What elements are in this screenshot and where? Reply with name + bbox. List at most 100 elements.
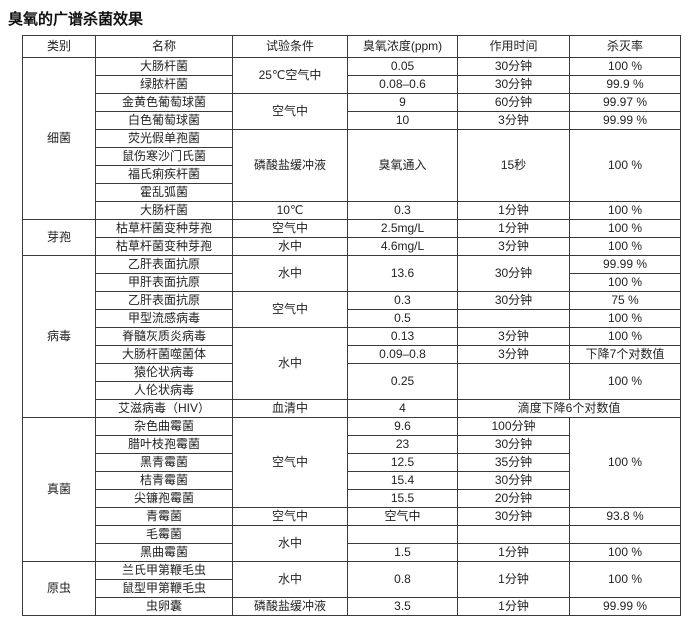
cell: 0.3 xyxy=(347,291,458,310)
cell: 血清中 xyxy=(232,399,348,418)
cell: 水中 xyxy=(232,255,348,292)
cell xyxy=(569,525,681,544)
cell xyxy=(457,525,570,544)
category-cell: 芽孢 xyxy=(22,219,96,256)
cell: 大肠杆菌 xyxy=(95,201,233,220)
cell: 100 % xyxy=(569,417,681,508)
cell: 15.4 xyxy=(347,471,458,490)
cell: 尖镰孢霉菌 xyxy=(95,489,233,508)
table-row: 黑青霉菌 12.5 35分钟 xyxy=(23,453,681,472)
header-row: 类别 名称 试验条件 臭氧浓度(ppm) 作用时间 杀灭率 xyxy=(22,35,681,58)
table-row: 鼠型甲第鞭毛虫 xyxy=(23,579,681,598)
table-row: 大肠杆菌 10℃ 0.3 1分钟 100 % xyxy=(23,201,681,220)
table-row: 白色葡萄球菌 10 3分钟 99.99 % xyxy=(23,111,681,130)
table-row: 真菌 杂色曲霉菌 空气中 9.6 100分钟 100 % xyxy=(22,417,681,562)
cell: 100 % xyxy=(569,327,681,346)
cell: 水中 xyxy=(232,561,348,598)
cell: 1分钟 xyxy=(457,561,570,598)
cell: 绿脓杆菌 xyxy=(95,75,233,94)
cell: 2.5mg/L xyxy=(347,219,458,238)
category-cell: 原虫 xyxy=(22,561,96,616)
cell: 30分钟 xyxy=(457,255,570,292)
cell: 黑曲霉菌 xyxy=(95,543,233,562)
cell: 100 % xyxy=(569,273,681,292)
cell: 空气中 xyxy=(347,507,458,526)
cell: 金黄色葡萄球菌 xyxy=(95,93,233,112)
cell: 100 % xyxy=(569,201,681,220)
category-cell: 真菌 xyxy=(22,417,96,562)
cell: 99.99 % xyxy=(569,597,681,616)
cell: 1分钟 xyxy=(457,219,570,238)
cell: 100 % xyxy=(569,219,681,238)
cell: 100 % xyxy=(569,543,681,562)
cell xyxy=(347,525,458,544)
cell: 腊叶枝孢霉菌 xyxy=(95,435,233,454)
cell: 100 % xyxy=(569,561,681,598)
cell: 1分钟 xyxy=(457,543,570,562)
table-row: 鼠伤寒沙门氏菌 xyxy=(23,147,681,166)
cell: 荧光假单孢菌 xyxy=(95,129,233,148)
cell: 3分钟 xyxy=(457,237,570,256)
cell: 3分钟 xyxy=(457,327,570,346)
table-row: 荧光假单孢菌 磷酸盐缓冲液 臭氧通入 15秒 100 % xyxy=(23,129,681,202)
cell: 1.5 xyxy=(347,543,458,562)
cell: 9 xyxy=(347,93,458,112)
table-row: 大肠杆菌噬菌体 0.09–0.8 3分钟 下降7个对数值 xyxy=(23,345,681,364)
cell: 脊髓灰质炎病毒 xyxy=(95,327,233,346)
cell: 空气中 xyxy=(232,507,348,526)
cell: 猿伦状病毒 xyxy=(95,363,233,382)
header-cell-name: 名称 xyxy=(95,35,233,58)
cell: 1分钟 xyxy=(457,597,570,616)
category-cell: 病毒 xyxy=(22,255,96,418)
cell: 空气中 xyxy=(232,219,348,238)
table-row: 细菌 大肠杆菌 25℃空气中 0.05 30分钟 100 % xyxy=(22,57,681,220)
table-row: 甲肝表面抗原 100 % xyxy=(23,273,681,292)
cell: 75 % xyxy=(569,291,681,310)
cell: 10 xyxy=(347,111,458,130)
table-row: 毛霉菌 水中 xyxy=(23,525,681,562)
cell: 空气中 xyxy=(232,291,348,328)
cell: 大肠杆菌噬菌体 xyxy=(95,345,233,364)
table-row: 福氏痢疾杆菌 xyxy=(23,165,681,184)
cell: 桔青霉菌 xyxy=(95,471,233,490)
cell: 100分钟 xyxy=(457,417,570,436)
cell: 黑青霉菌 xyxy=(95,453,233,472)
cell: 0.08–0.6 xyxy=(347,75,458,94)
cell: 15.5 xyxy=(347,489,458,508)
cell: 0.09–0.8 xyxy=(347,345,458,364)
table-row: 猿伦状病毒 0.25 100 % xyxy=(23,363,681,400)
category-cell: 细菌 xyxy=(22,57,96,220)
header-cell-killrate: 杀灭率 xyxy=(569,35,681,58)
cell: 4 xyxy=(347,399,458,418)
cell: 0.8 xyxy=(347,561,458,598)
ozone-sterilization-table: 类别 名称 试验条件 臭氧浓度(ppm) 作用时间 杀灭率 细菌 大肠杆菌 25… xyxy=(22,35,681,616)
cell: 93.8 % xyxy=(569,507,681,526)
cell: 1分钟 xyxy=(457,201,570,220)
cell: 99.99 % xyxy=(569,111,681,130)
cell: 兰氏甲第鞭毛虫 xyxy=(95,561,233,580)
table-row: 甲型流感病毒 0.5 100 % xyxy=(23,309,681,328)
cell: 0.5 xyxy=(347,309,458,328)
cell: 30分钟 xyxy=(457,75,570,94)
cell: 艾滋病毒（HIV） xyxy=(95,399,233,418)
table-row: 黑曲霉菌 1.5 1分钟 100 % xyxy=(23,543,681,562)
cell: 枯草杆菌变种芽孢 xyxy=(95,237,233,256)
cell: 鼠伤寒沙门氏菌 xyxy=(95,147,233,166)
cell: 人伦状病毒 xyxy=(95,381,233,400)
cell: 水中 xyxy=(232,525,348,562)
cell: 3.5 xyxy=(347,597,458,616)
cell: 虫卵囊 xyxy=(95,597,233,616)
cell: 99.97 % xyxy=(569,93,681,112)
cell: 乙肝表面抗原 xyxy=(95,255,233,274)
cell: 30分钟 xyxy=(457,291,570,310)
cell: 4.6mg/L xyxy=(347,237,458,256)
cell: 霍乱弧菌 xyxy=(95,183,233,202)
cell: 下降7个对数值 xyxy=(569,345,681,364)
cell: 枯草杆菌变种芽孢 xyxy=(95,219,233,238)
cell: 大肠杆菌 xyxy=(95,57,233,76)
cell: 12.5 xyxy=(347,453,458,472)
cell xyxy=(457,363,570,400)
cell: 30分钟 xyxy=(457,57,570,76)
cell: 30分钟 xyxy=(457,471,570,490)
table-row: 桔青霉菌 15.4 30分钟 xyxy=(23,471,681,490)
